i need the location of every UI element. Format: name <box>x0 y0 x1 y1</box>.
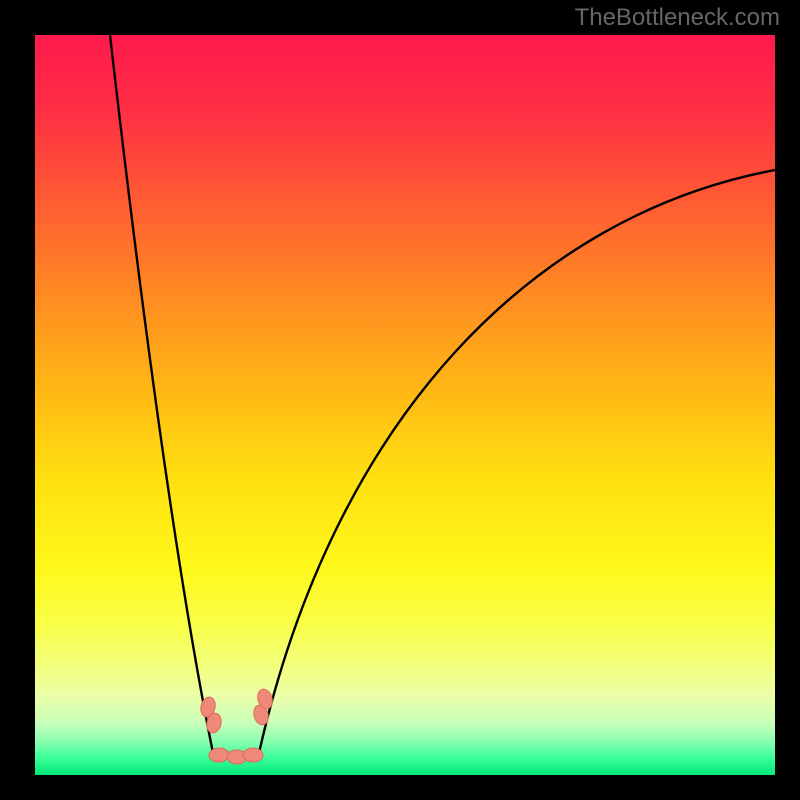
chart-background-gradient <box>35 35 775 775</box>
data-marker <box>243 748 263 763</box>
chart-plot-area <box>35 35 775 775</box>
frame-border-right <box>775 0 800 800</box>
frame-border-left <box>0 0 35 800</box>
data-marker <box>209 748 229 763</box>
watermark-text: TheBottleneck.com <box>575 4 780 32</box>
frame-border-bottom <box>0 775 800 800</box>
chart-svg <box>35 35 775 775</box>
